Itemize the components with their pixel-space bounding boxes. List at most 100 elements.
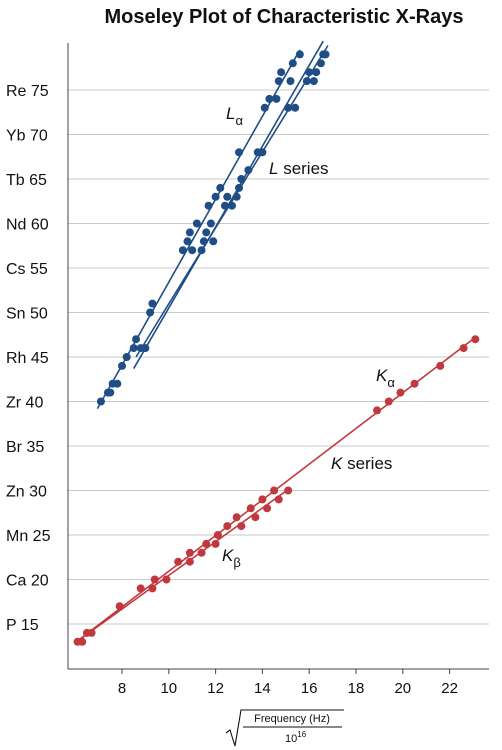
k-series-point bbox=[87, 628, 96, 637]
k-series-point bbox=[197, 548, 206, 557]
k-series-point bbox=[223, 522, 232, 531]
l-series-point bbox=[106, 388, 115, 397]
k-series-point bbox=[202, 539, 211, 548]
x-tick-label: 12 bbox=[207, 680, 224, 697]
k-series-point bbox=[211, 539, 220, 548]
l-series-point bbox=[274, 77, 283, 86]
y-tick-label: Zr 40 bbox=[6, 395, 43, 412]
y-tick-label: Yb 70 bbox=[6, 128, 48, 145]
y-tick-label: Mn 25 bbox=[6, 528, 51, 545]
l-series-point bbox=[291, 103, 300, 112]
k-series-point bbox=[274, 495, 283, 504]
y-tick-label: Tb 65 bbox=[6, 172, 47, 189]
grid-lines bbox=[68, 89, 489, 625]
l-series-point bbox=[183, 237, 192, 246]
k-series-point bbox=[251, 513, 260, 522]
l-series-point bbox=[232, 192, 241, 201]
k-series-point bbox=[78, 637, 87, 646]
x-tick-label: 20 bbox=[394, 680, 411, 697]
l-series-point bbox=[265, 94, 274, 103]
k-series-point bbox=[232, 513, 241, 522]
y-tick-labels: P 15 Ca 20 Mn 25 Zn 30 Br 35 Zr 40 Rh 45 Sn 50 C… bbox=[6, 83, 51, 634]
l-series-point bbox=[199, 237, 208, 246]
l-series-point bbox=[192, 219, 201, 228]
y-tick-label: P 15 bbox=[6, 617, 39, 634]
x-axis-label-denominator: 1016 bbox=[285, 730, 307, 745]
x-tick-label: 10 bbox=[160, 680, 177, 697]
l-series-point bbox=[178, 246, 187, 255]
l-series-point bbox=[237, 175, 246, 183]
l-alpha-label: Lα bbox=[226, 104, 243, 128]
k-series-point bbox=[384, 397, 393, 406]
k-series-point bbox=[471, 335, 480, 344]
k-series-point bbox=[373, 406, 382, 415]
l-series-point bbox=[309, 77, 318, 86]
k-series-point bbox=[410, 379, 419, 388]
y-tick-label: Ca 20 bbox=[6, 573, 49, 590]
x-tick-label: 14 bbox=[254, 680, 271, 697]
k-series-point bbox=[136, 584, 145, 593]
k-alpha-label: Kα bbox=[376, 366, 395, 390]
k-series-point bbox=[115, 602, 124, 611]
l-series-point bbox=[223, 192, 232, 201]
k-series-point bbox=[237, 522, 246, 531]
l-series-point bbox=[211, 192, 220, 201]
k-series-point bbox=[436, 361, 445, 370]
y-tick-label: Cs 55 bbox=[6, 261, 48, 278]
k-series-fit-line bbox=[74, 487, 291, 644]
l-series-point bbox=[202, 228, 211, 237]
l-series-point bbox=[118, 361, 126, 370]
l-series-point bbox=[272, 94, 281, 103]
l-series-point bbox=[122, 353, 131, 361]
l-series-point bbox=[244, 166, 253, 175]
l-series-point bbox=[258, 148, 267, 157]
axes bbox=[67, 43, 489, 674]
k-series-point bbox=[270, 486, 279, 495]
l-series-point bbox=[197, 246, 206, 255]
l-series-point bbox=[295, 50, 304, 59]
k-series-point bbox=[459, 344, 468, 353]
l-series-point bbox=[96, 397, 105, 406]
k-series-point bbox=[185, 557, 194, 566]
k-series-label: K series bbox=[331, 454, 392, 473]
x-axis-label: Frequency (Hz) 1016 bbox=[225, 709, 344, 747]
l-series-point bbox=[235, 148, 243, 157]
x-axis-label-numerator: Frequency (Hz) bbox=[254, 713, 330, 725]
k-series-point bbox=[150, 575, 159, 584]
l-series-point bbox=[305, 68, 314, 77]
k-series-point bbox=[174, 557, 183, 566]
l-series-point bbox=[146, 308, 155, 317]
y-tick-label: Br 35 bbox=[6, 439, 44, 456]
l-series-point bbox=[216, 183, 225, 192]
l-series-point bbox=[113, 379, 122, 388]
k-series-point bbox=[246, 504, 255, 513]
l-series-point bbox=[132, 335, 141, 344]
x-tick-labels: 8 10 12 14 16 18 20 22 bbox=[118, 680, 458, 697]
sqrt-symbol bbox=[225, 709, 344, 747]
data-points bbox=[73, 50, 480, 646]
y-tick-label: Nd 60 bbox=[6, 217, 49, 234]
k-beta-label: Kβ bbox=[222, 546, 241, 570]
k-series-point bbox=[258, 495, 267, 504]
l-series-point bbox=[312, 68, 321, 77]
chart-title: Moseley Plot of Characteristic X-Rays bbox=[104, 6, 463, 28]
x-tick-label: 16 bbox=[301, 680, 318, 697]
l-series-fit-line bbox=[135, 45, 329, 358]
x-tick-label: 22 bbox=[441, 680, 458, 697]
l-series-point bbox=[185, 228, 194, 237]
l-series-point bbox=[148, 299, 157, 308]
l-series-point bbox=[235, 183, 243, 192]
l-series-point bbox=[141, 344, 150, 353]
l-series-point bbox=[316, 59, 325, 68]
l-series-point bbox=[206, 219, 215, 228]
l-series-point bbox=[188, 246, 197, 255]
l-series-point bbox=[277, 68, 286, 77]
l-series-label: L series bbox=[269, 159, 329, 178]
y-tick-label: Rh 45 bbox=[6, 350, 49, 367]
k-series-point bbox=[396, 388, 405, 397]
l-series-point bbox=[288, 59, 297, 68]
k-series-point bbox=[213, 531, 222, 539]
x-tick-label: 8 bbox=[118, 680, 126, 697]
l-series-point bbox=[286, 77, 295, 86]
